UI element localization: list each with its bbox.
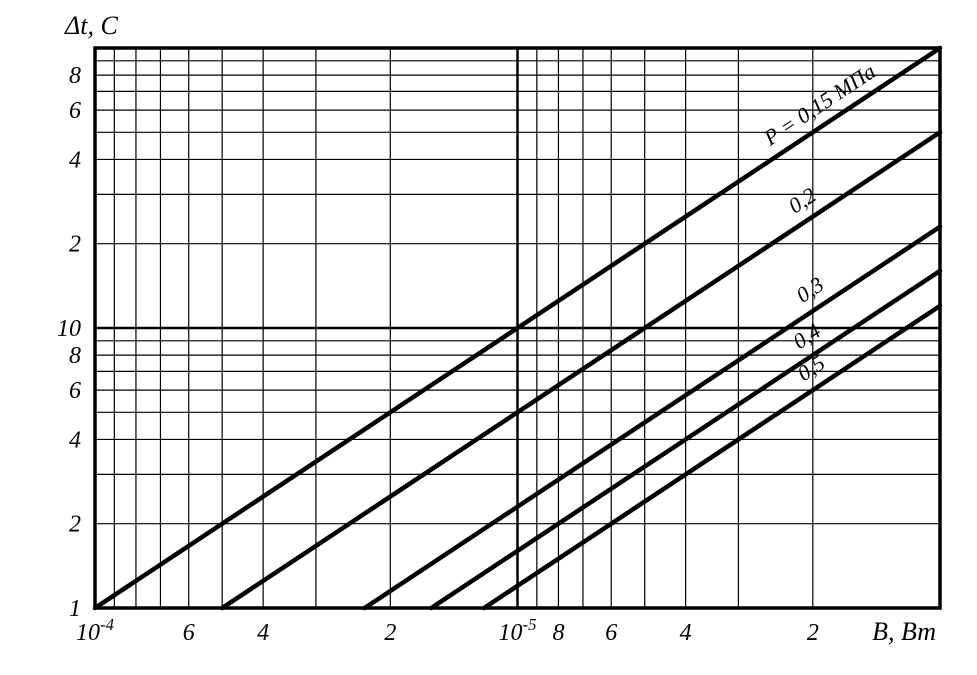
- y-tick-label: 8: [69, 343, 81, 369]
- x-axis-title: В, Вт: [872, 617, 936, 646]
- y-tick-label: 4: [69, 147, 81, 173]
- y-tick-label: 4: [69, 427, 81, 453]
- y-tick-label: 1: [69, 596, 81, 622]
- x-tick-label: 8: [552, 620, 564, 646]
- x-tick-label: 4: [680, 620, 692, 646]
- x-tick-label: 6: [605, 620, 617, 646]
- x-tick-label: 4: [257, 620, 269, 646]
- y-tick-label: 2: [69, 512, 81, 538]
- y-tick-label: 6: [69, 378, 81, 404]
- x-tick-label: 2: [807, 620, 819, 646]
- log-log-chart: Р = 0,15 МПа0,20,30,40,51102468246810-41…: [0, 0, 977, 675]
- y-tick-label: 10: [57, 316, 81, 342]
- y-tick-label: 2: [69, 232, 81, 258]
- y-axis-title: Δt, С: [64, 11, 118, 40]
- x-tick-label: 6: [183, 620, 195, 646]
- x-tick-label: 2: [384, 620, 396, 646]
- y-tick-label: 6: [69, 98, 81, 124]
- y-tick-label: 8: [69, 63, 81, 89]
